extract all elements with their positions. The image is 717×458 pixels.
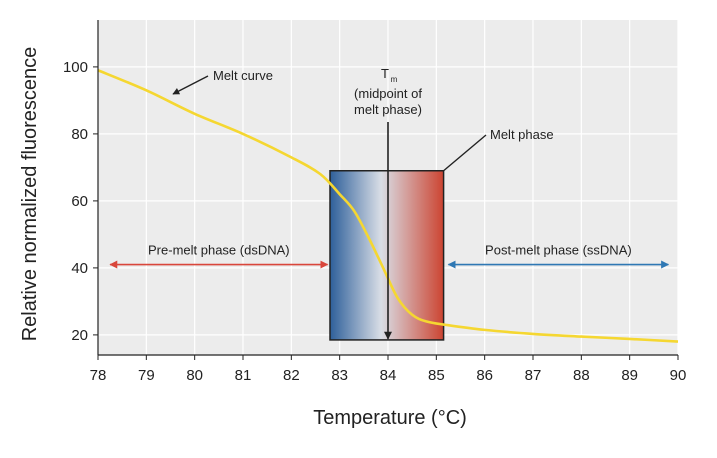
melt-phase-label: Melt phase — [490, 127, 554, 142]
x-tick-label: 80 — [186, 367, 203, 384]
x-axis-label: Temperature (°C) — [313, 407, 467, 429]
tm-desc-line1: (midpoint of — [354, 86, 422, 101]
x-tick-label: 88 — [573, 367, 590, 384]
axes: 78 79 80 81 82 83 84 85 86 87 88 89 90 20 40 60 80 100 — [63, 20, 686, 384]
melt-phase-box — [329, 170, 445, 341]
annotation-layer: Pre-melt phase (dsDNA) Post-melt phase (s… — [109, 66, 670, 340]
y-tick-label: 20 — [71, 327, 88, 344]
curve-layer — [97, 69, 679, 343]
x-tick-label: 86 — [476, 367, 493, 384]
y-tick-label: 100 — [63, 59, 88, 76]
x-tick-label: 84 — [380, 367, 397, 384]
x-tick-label: 81 — [235, 367, 252, 384]
x-tick-label: 87 — [525, 367, 542, 384]
tm-subscript: m — [391, 75, 398, 84]
melt-curve-pointer — [172, 75, 209, 95]
y-tick-label: 80 — [71, 126, 88, 143]
x-tick-label: 78 — [90, 367, 107, 384]
melt-curve-label: Melt curve — [213, 68, 273, 83]
x-tick-label: 85 — [428, 367, 445, 384]
y-tick-label: 60 — [71, 193, 88, 210]
pre-melt-label: Pre-melt phase (dsDNA) — [148, 243, 290, 258]
x-tick-label: 90 — [670, 367, 687, 384]
y-tick-label: 40 — [71, 260, 88, 277]
melt-curve-line — [97, 69, 679, 343]
x-tick-label: 89 — [621, 367, 638, 384]
x-tick-label: 82 — [283, 367, 300, 384]
post-melt-label: Post-melt phase (ssDNA) — [485, 243, 632, 258]
tm-desc-line2: melt phase) — [354, 102, 422, 117]
tm-label: T — [381, 66, 389, 81]
x-tick-label: 79 — [138, 367, 155, 384]
melt-phase-pointer — [443, 134, 487, 172]
y-axis-label: Relative normalized fluorescence — [19, 47, 41, 342]
melt-phase-box-layer — [329, 170, 445, 341]
x-tick-label: 83 — [331, 367, 348, 384]
